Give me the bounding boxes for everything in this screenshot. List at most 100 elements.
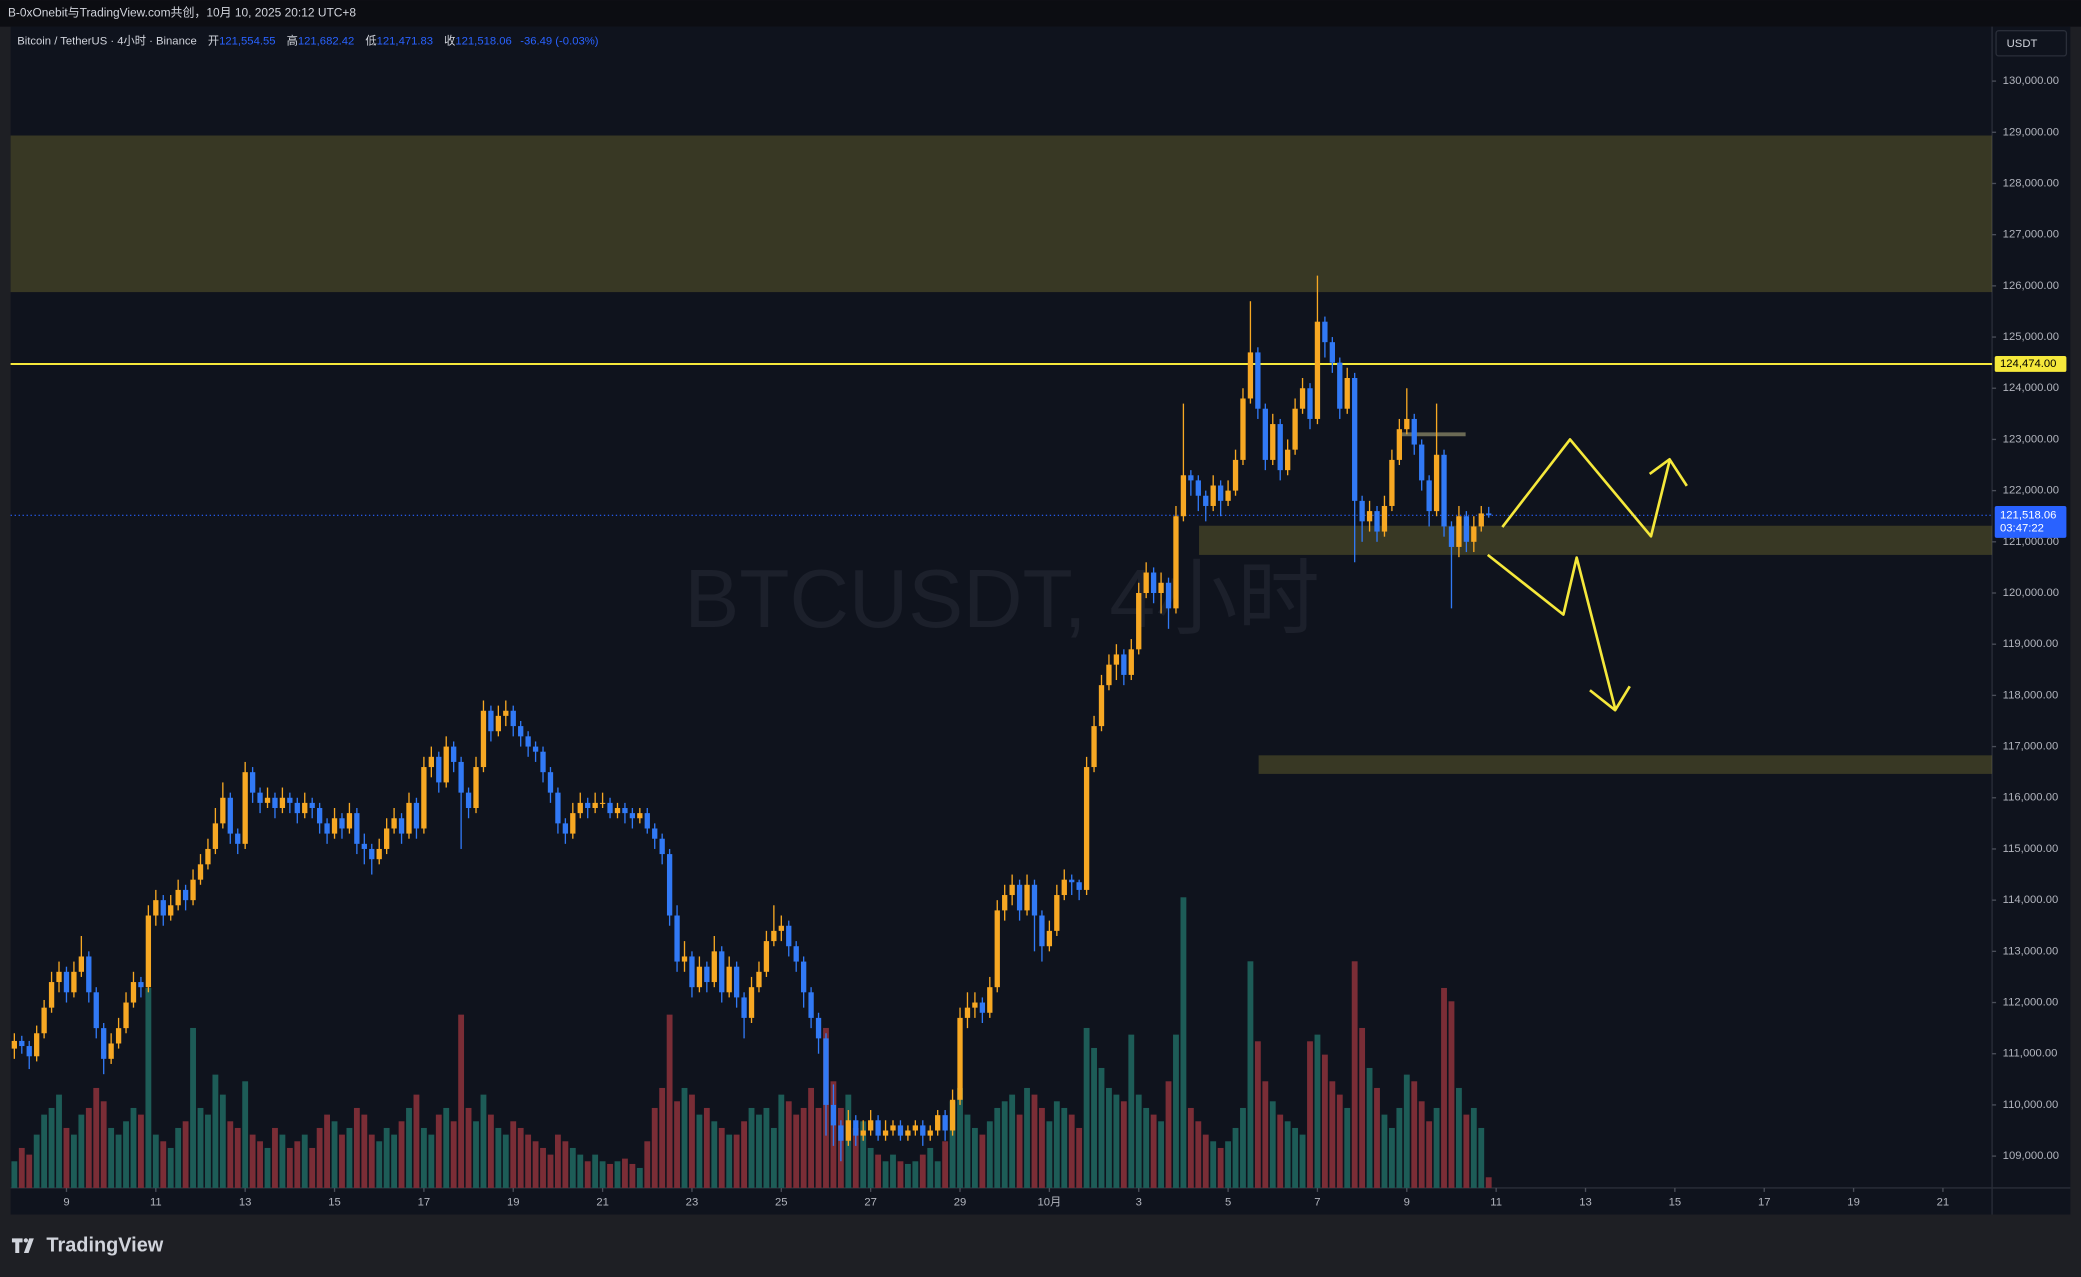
candle-body xyxy=(182,889,189,901)
candle-body xyxy=(1381,505,1388,532)
volume-bar xyxy=(689,1094,695,1188)
candle-body xyxy=(443,746,449,783)
candle-body xyxy=(1083,767,1090,890)
candle-body xyxy=(130,982,137,1003)
volume-bar xyxy=(78,1114,85,1188)
volume-bar xyxy=(517,1127,524,1188)
volume-bar xyxy=(264,1147,271,1188)
drawn-arrows xyxy=(1486,438,1688,712)
x-tick-label: 15 xyxy=(1669,1197,1682,1209)
volume-bar xyxy=(1321,1054,1328,1188)
volume-bar xyxy=(577,1154,584,1188)
volume-bar xyxy=(1225,1141,1232,1188)
candle-body xyxy=(652,828,658,839)
candle-body xyxy=(964,1007,971,1018)
candle-body xyxy=(413,802,420,829)
candle-body xyxy=(86,956,92,993)
volume-bar xyxy=(1247,961,1254,1188)
volume-bar xyxy=(867,1147,874,1188)
volume-bar xyxy=(986,1121,993,1188)
volume-bar xyxy=(1441,987,1447,1188)
volume-bar xyxy=(1158,1121,1164,1188)
candle-body xyxy=(1180,475,1187,517)
arrow-head xyxy=(1648,458,1688,487)
candle-body xyxy=(1292,408,1298,450)
candle-body xyxy=(1106,664,1112,686)
volume-bar xyxy=(1180,897,1187,1188)
volume-bar xyxy=(957,1087,963,1188)
candle-body xyxy=(309,802,315,809)
candle-body xyxy=(525,736,531,747)
ohlc-label: 高 xyxy=(287,33,298,47)
candle-body xyxy=(1240,398,1246,460)
volume-bar xyxy=(294,1141,301,1188)
candle-body xyxy=(235,833,241,844)
candle-body xyxy=(875,1120,881,1136)
volume-bar xyxy=(726,1134,733,1188)
candle-body xyxy=(458,761,464,793)
candle-body xyxy=(138,982,144,988)
volume-bar xyxy=(949,1101,956,1188)
volume-bar xyxy=(1456,1087,1462,1188)
volume-bar xyxy=(1366,1067,1373,1188)
volume-bar xyxy=(919,1154,926,1188)
candle-body xyxy=(34,1033,40,1057)
volume-bar xyxy=(1284,1121,1291,1188)
volume-bar xyxy=(145,987,152,1188)
volume-bar xyxy=(1120,1101,1127,1188)
candle-body xyxy=(577,802,583,814)
volume-bar xyxy=(1106,1087,1112,1188)
volume-bar xyxy=(964,1114,971,1188)
volume-bar xyxy=(1031,1094,1038,1188)
candle-body xyxy=(607,802,613,814)
candle-body xyxy=(1136,593,1142,650)
candle-body xyxy=(599,802,606,804)
candle-body xyxy=(473,767,479,809)
ohlc-value: 121,518.06 xyxy=(455,35,511,47)
candle-body xyxy=(972,1002,978,1008)
candle-body xyxy=(197,864,204,880)
volume-bar xyxy=(353,1107,360,1188)
candle-body xyxy=(510,710,516,727)
volume-bar xyxy=(70,1134,77,1188)
candle-body xyxy=(503,710,509,716)
volume-bar xyxy=(525,1134,532,1188)
candle-body xyxy=(11,1040,17,1049)
candle-body xyxy=(480,710,487,768)
candle-body xyxy=(756,971,762,988)
candle-body xyxy=(868,1120,874,1131)
candle-body xyxy=(644,813,650,829)
volume-bar xyxy=(1061,1107,1068,1188)
y-tick-label: 123,000.00 xyxy=(2003,433,2059,445)
candle-body xyxy=(890,1125,896,1131)
x-tick-label: 7 xyxy=(1314,1197,1320,1209)
volume-bar xyxy=(450,1121,457,1188)
volume-bar xyxy=(1187,1107,1194,1188)
volume-bar xyxy=(1269,1101,1276,1188)
candle-body xyxy=(1433,454,1440,512)
countdown: 03:47:22 xyxy=(2000,523,2044,535)
candle-body xyxy=(920,1125,926,1136)
y-tick-label: 125,000.00 xyxy=(2003,331,2059,343)
candle-body xyxy=(555,792,561,824)
candle-body xyxy=(1389,459,1395,506)
x-tick-label: 19 xyxy=(507,1197,520,1209)
brand-logo xyxy=(23,1238,29,1243)
candle-body xyxy=(1322,321,1328,343)
x-tick-label: 25 xyxy=(775,1197,788,1209)
y-tick-label: 124,000.00 xyxy=(2003,382,2059,394)
candle-body xyxy=(838,1125,844,1141)
volume-bar xyxy=(793,1114,800,1188)
candle-body xyxy=(1486,513,1492,516)
y-tick-label: 128,000.00 xyxy=(2003,177,2059,189)
volume-bar xyxy=(406,1107,412,1188)
volume-bar xyxy=(182,1121,189,1188)
x-tick-label: 29 xyxy=(954,1197,967,1209)
volume-bar xyxy=(413,1094,420,1188)
candle-body xyxy=(1091,726,1097,768)
volume-bar xyxy=(1165,1081,1172,1188)
x-tick-label: 19 xyxy=(1847,1197,1860,1209)
volume-bar xyxy=(1470,1107,1477,1188)
candle-body xyxy=(242,772,248,844)
